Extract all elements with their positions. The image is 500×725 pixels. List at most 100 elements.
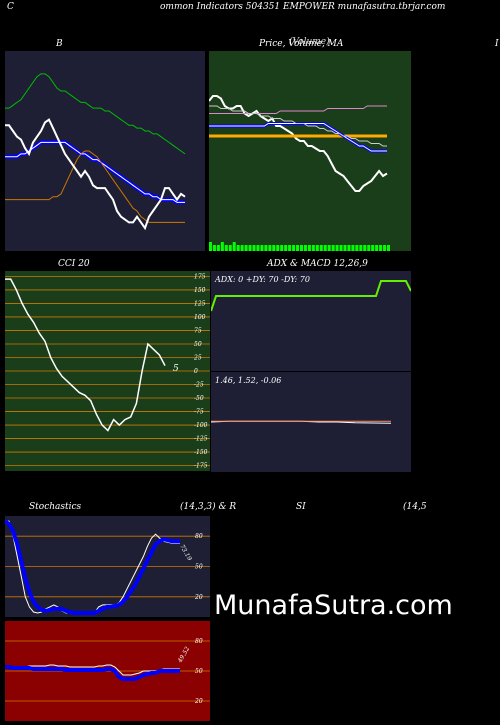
- volume-bar: [284, 245, 288, 251]
- cci-tick-label: 75: [194, 327, 202, 334]
- cci-tick-label: 150: [194, 287, 206, 294]
- volume-bar: [323, 245, 327, 251]
- volume-bar: [292, 245, 296, 251]
- bollinger-lower-line: [5, 150, 185, 223]
- adx-adx-line: [211, 280, 411, 312]
- bollinger-price-line: [5, 118, 186, 231]
- rsi-tick-label: 50: [195, 668, 203, 675]
- rsi-tick-label: 80: [195, 638, 203, 645]
- volume-bar: [327, 245, 331, 251]
- volume-bar: [280, 245, 284, 251]
- volume-bar: [268, 245, 272, 251]
- row1-right-letter: I: [495, 39, 499, 49]
- bollinger-middle-highlight: [5, 141, 185, 203]
- cci-tick-label: -175: [194, 463, 208, 470]
- volume-bar: [339, 245, 343, 251]
- price_volume_ma-ma_white-line: [209, 105, 387, 147]
- volume-bar: [299, 245, 303, 251]
- volume-bar: [209, 242, 212, 251]
- cci-tick-label: -125: [194, 436, 208, 443]
- volume-bar: [256, 245, 260, 251]
- volume-bar: [315, 245, 319, 251]
- adx-chart: [211, 271, 411, 371]
- cci-chart: 175 150 125 100 75 50 25 0 -25 -50 -75 -100 -125 -150…: [5, 271, 210, 471]
- adx-background: [211, 271, 411, 371]
- volume-bar: [248, 245, 252, 251]
- volume-bar: [276, 245, 280, 251]
- stochastics-tick-label: 50: [195, 564, 203, 571]
- stochastics-title: Stochastics: [29, 502, 82, 512]
- volume-bar: [383, 245, 387, 251]
- cci-tick-label: 25: [193, 354, 202, 361]
- bollinger-title: B: [56, 39, 63, 49]
- cci-tick-label: -75: [194, 409, 204, 416]
- cci-tick-label: -150: [194, 449, 208, 456]
- volume-bar: [335, 245, 339, 251]
- volume-bar: [244, 245, 248, 251]
- bollinger-background: [5, 51, 205, 251]
- volume-bar: [236, 245, 240, 251]
- price-chart-title: Price, Volume, MA: [259, 39, 344, 49]
- volume-bar: [347, 245, 351, 251]
- price_volume_ma-price-line: [209, 95, 388, 192]
- volume-bar: [331, 245, 335, 251]
- volume-bar: [307, 245, 311, 251]
- cci-line: [5, 278, 166, 432]
- cci-tick-label: 50: [194, 341, 202, 348]
- volume-bar: [216, 245, 220, 251]
- volume-bar: [351, 245, 355, 251]
- volume-bar: [343, 245, 347, 251]
- volume-bar: [288, 245, 292, 251]
- cci-title: CCI 20: [58, 259, 90, 269]
- header-title: ommon Indicators 504351 EMPOWER munafasu…: [160, 2, 446, 12]
- volume-bar: [296, 245, 300, 251]
- volume-bar: [363, 245, 367, 251]
- volume-bar: [367, 245, 371, 251]
- rsi-params: (14,5: [403, 502, 427, 512]
- volume-bar: [212, 245, 216, 251]
- adx-values-label: ADX: 0 +DY: 70 -DY: 70: [215, 275, 310, 284]
- stochastics-tick-label: 20: [194, 594, 203, 601]
- rsi-rsi_blue-line: [5, 665, 180, 681]
- macd-chart: [211, 372, 411, 472]
- volume-bar: [311, 245, 315, 251]
- rsi-title: SI: [296, 502, 306, 512]
- stochastics-d_blue-line: [5, 519, 180, 615]
- bollinger-chart: [5, 51, 205, 251]
- watermark-logo: MunafaSutra.com: [214, 590, 453, 621]
- adx-macd-title: ADX & MACD 12,26,9: [267, 259, 368, 269]
- volume-bar: [387, 245, 390, 251]
- cci-tick-label: -50: [194, 395, 204, 402]
- cci-tick-label: -25: [194, 382, 204, 389]
- macd-values-label: 1.46, 1.52, -0.06: [215, 376, 282, 385]
- cci-tick-label: 0: [194, 368, 198, 375]
- volume-bar: [355, 245, 359, 251]
- volume-bar: [359, 245, 363, 251]
- volume-bar: [371, 245, 375, 251]
- volume-bar: [272, 245, 276, 251]
- volume-bar: [228, 245, 232, 251]
- stochastics-params: (14,3,3) & R: [180, 502, 237, 512]
- price_volume_ma-ma_pink-line: [209, 105, 387, 114]
- volume-bar: [303, 245, 307, 251]
- cci-tick-label: 175: [194, 273, 206, 280]
- bollinger-upper-line: [5, 73, 186, 155]
- volume-bar: [252, 245, 256, 251]
- volume-bar: [240, 245, 244, 251]
- stochastics-tick-label: 80: [195, 533, 203, 540]
- volume-bar: [232, 242, 236, 251]
- cci-tick-label: 125: [194, 300, 206, 307]
- header-left-letter: C: [7, 2, 14, 12]
- volume-bar: [379, 245, 383, 251]
- rsi-tick-label: 20: [194, 698, 203, 705]
- volume-bar: [260, 245, 264, 251]
- volume-bar: [319, 245, 323, 251]
- rsi-rsi_white-line: [5, 664, 180, 676]
- volume-bar: [264, 245, 268, 251]
- price-chart: [209, 51, 411, 251]
- volume-bar: [220, 242, 224, 251]
- volume-bar: [224, 245, 228, 251]
- cci-tick-label: -100: [194, 422, 208, 429]
